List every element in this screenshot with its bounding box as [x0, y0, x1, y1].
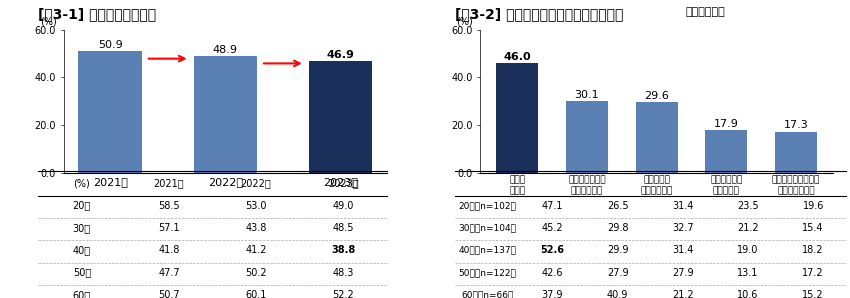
Text: 19.0: 19.0	[737, 245, 759, 255]
Text: 50.7: 50.7	[158, 290, 179, 298]
Text: 50.9: 50.9	[98, 40, 122, 50]
Text: 52.2: 52.2	[332, 290, 354, 298]
Text: 40.9: 40.9	[607, 290, 628, 298]
Text: 45.2: 45.2	[541, 223, 564, 233]
Bar	[706, 130, 747, 173]
Text: (%): (%)	[73, 178, 90, 188]
Text: 60代（n=66）: 60代（n=66）	[462, 291, 513, 298]
Text: 42.6: 42.6	[541, 268, 564, 278]
Text: 30代: 30代	[73, 223, 91, 233]
Text: 2023年: 2023年	[328, 178, 359, 188]
Bar	[194, 56, 257, 173]
Bar	[309, 61, 372, 173]
Text: 31.4: 31.4	[672, 201, 694, 211]
Text: 47.1: 47.1	[541, 201, 564, 211]
Text: 20代（n=102）: 20代（n=102）	[458, 201, 516, 210]
Text: 29.6: 29.6	[644, 91, 669, 101]
Text: 29.8: 29.8	[607, 223, 628, 233]
Text: 27.9: 27.9	[607, 268, 628, 278]
Text: 40代（n=137）: 40代（n=137）	[458, 246, 516, 255]
Text: 41.2: 41.2	[246, 245, 267, 255]
Text: 43.8: 43.8	[246, 223, 267, 233]
Text: 19.6: 19.6	[802, 201, 824, 211]
Text: 2022年: 2022年	[241, 178, 271, 188]
Text: 60.1: 60.1	[246, 290, 267, 298]
Text: 41.8: 41.8	[158, 245, 179, 255]
Text: 21.2: 21.2	[672, 290, 694, 298]
Text: 38.8: 38.8	[331, 245, 355, 255]
Text: 46.9: 46.9	[326, 50, 354, 60]
Text: 15.4: 15.4	[802, 223, 824, 233]
Text: 23.5: 23.5	[737, 201, 759, 211]
Text: 50代: 50代	[73, 268, 91, 278]
Text: 50代（n=122）: 50代（n=122）	[458, 268, 516, 277]
Text: [図3-2] セルフケアができていない理由: [図3-2] セルフケアができていない理由	[455, 7, 623, 21]
Text: (%): (%)	[41, 17, 57, 27]
Text: 20代: 20代	[73, 201, 91, 211]
Bar	[566, 101, 608, 173]
Text: 60代: 60代	[73, 290, 91, 298]
Text: 30代（n=104）: 30代（n=104）	[458, 224, 516, 232]
Text: 17.2: 17.2	[802, 268, 824, 278]
Text: 10.6: 10.6	[737, 290, 759, 298]
Text: 49.0: 49.0	[332, 201, 354, 211]
Text: 40代: 40代	[73, 245, 91, 255]
Text: 30.1: 30.1	[575, 90, 599, 100]
Text: 57.1: 57.1	[158, 223, 179, 233]
Text: 32.7: 32.7	[672, 223, 694, 233]
Text: 26.5: 26.5	[607, 201, 628, 211]
Text: 37.9: 37.9	[541, 290, 564, 298]
Text: 18.2: 18.2	[802, 245, 824, 255]
Text: 13.1: 13.1	[737, 268, 759, 278]
Text: [図3-1] セルフケア実践率: [図3-1] セルフケア実践率	[38, 7, 156, 21]
Text: 27.9: 27.9	[672, 268, 694, 278]
Bar	[636, 102, 677, 173]
Text: 48.3: 48.3	[332, 268, 354, 278]
Text: 17.9: 17.9	[714, 119, 739, 129]
Bar	[496, 63, 538, 173]
Text: 53.0: 53.0	[246, 201, 267, 211]
Text: 31.4: 31.4	[672, 245, 694, 255]
Text: 2021年: 2021年	[154, 178, 184, 188]
Bar	[775, 132, 817, 173]
Bar	[78, 52, 142, 173]
Text: 48.5: 48.5	[332, 223, 354, 233]
Text: 17.3: 17.3	[784, 120, 808, 131]
Text: 47.7: 47.7	[158, 268, 179, 278]
Text: 21.2: 21.2	[737, 223, 759, 233]
Text: 48.9: 48.9	[212, 45, 238, 55]
Text: 50.2: 50.2	[246, 268, 267, 278]
Text: (%): (%)	[456, 17, 473, 27]
Text: 52.6: 52.6	[541, 245, 564, 255]
Text: 29.9: 29.9	[607, 245, 628, 255]
Text: 58.5: 58.5	[158, 201, 179, 211]
Text: 46.0: 46.0	[503, 52, 531, 62]
Text: （複数回答）: （複数回答）	[686, 7, 726, 18]
Text: 15.2: 15.2	[802, 290, 824, 298]
